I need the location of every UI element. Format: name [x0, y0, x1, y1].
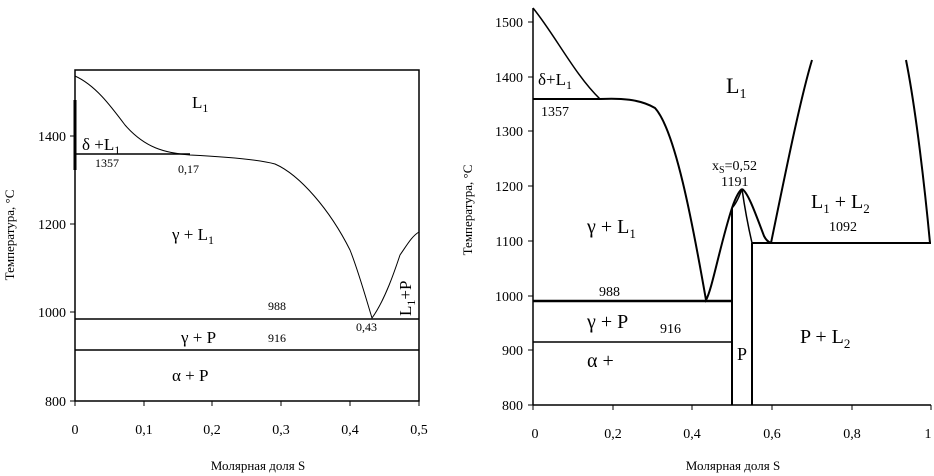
left-y-axis-title: Температура, °С	[2, 190, 17, 281]
left-annotation-988: 988	[268, 299, 286, 313]
left-annotation-1357: 1357	[95, 156, 119, 170]
right-y-tick-label: 900	[502, 344, 523, 359]
right-region-gamma-l1: γ + L1	[586, 216, 636, 241]
left-plot-frame	[74, 69, 420, 402]
left-x-tick-label: 0,3	[272, 423, 290, 438]
right-y-tick-label: 1300	[495, 125, 523, 140]
right-region-delta-l1: δ+L1	[538, 70, 572, 92]
right-annotation-1092: 1092	[829, 220, 857, 235]
left-x-tick-label: 0,4	[341, 423, 359, 438]
right-x-ticks: 0 0,2 0,4 0,6 0,8 1	[532, 405, 932, 442]
left-x-tick-label: 0,5	[410, 423, 428, 438]
right-p-top-right	[741, 188, 753, 244]
left-x-ticks: 0 0,1 0,2 0,3 0,4 0,5	[72, 401, 428, 438]
right-liquidus-dome	[741, 188, 772, 244]
right-y-tick-label: 1100	[496, 235, 523, 250]
right-annotation-1191: 1191	[721, 175, 748, 190]
right-region-p-l2: P + L2	[800, 326, 850, 351]
left-x-tick-label: 0,1	[135, 423, 153, 438]
left-annotation-017: 0,17	[178, 162, 199, 176]
left-y-tick-label: 1000	[38, 306, 66, 321]
left-phase-diagram: 800 1000 1200 1400 0 0,1 0,2 0,3 0,4 0,5…	[2, 69, 428, 473]
right-miscibility-right	[905, 59, 931, 244]
right-miscibility-left	[770, 59, 813, 244]
right-x-tick-label: 0,4	[683, 427, 701, 442]
right-annotation-916: 916	[660, 322, 681, 337]
left-y-tick-label: 1400	[38, 130, 66, 145]
right-region-gamma-p: γ + P	[586, 311, 628, 333]
left-region-gamma-l1: γ + L1	[171, 225, 214, 247]
right-x-tick-label: 0,2	[604, 427, 622, 442]
right-annotation-1357: 1357	[541, 105, 569, 120]
right-x-tick-label: 0,8	[843, 427, 861, 442]
right-region-l1: L1	[726, 73, 746, 102]
left-region-l1-p: L1+P	[396, 281, 418, 316]
right-y-tick-label: 1500	[495, 16, 523, 31]
right-liquidus-left	[599, 97, 743, 303]
right-x-axis-title: Молярная доля S	[686, 458, 780, 473]
left-annotation-043: 0,43	[356, 320, 377, 334]
right-annotation-xs: xS=0,52	[712, 159, 757, 176]
right-y-tick-label: 1000	[495, 290, 523, 305]
left-x-tick-label: 0	[72, 423, 79, 438]
left-region-delta-l1: δ +L1	[82, 135, 120, 157]
right-y-tick-label: 800	[502, 399, 523, 414]
right-annotation-988: 988	[599, 285, 620, 300]
left-region-gamma-p: γ + P	[180, 328, 216, 347]
right-y-ticks: 800 900 1000 1100 1200 1300 1400 1500	[495, 16, 533, 414]
right-y-axis-title: Температура, °С	[460, 165, 475, 256]
left-y-tick-label: 800	[45, 395, 66, 410]
left-annotation-916: 916	[268, 331, 286, 345]
left-region-l1: L1	[192, 93, 208, 115]
right-region-l1-l2: L1 + L2	[811, 191, 870, 216]
left-y-tick-label: 1200	[38, 218, 66, 233]
left-x-tick-label: 0,2	[203, 423, 221, 438]
right-x-tick-label: 1	[925, 427, 932, 442]
right-x-tick-label: 0,6	[763, 427, 781, 442]
left-x-axis-title: Молярная доля S	[211, 458, 305, 473]
left-region-alpha-p: α + P	[172, 366, 208, 385]
right-region-alpha: α +	[587, 350, 614, 372]
right-x-tick-label: 0	[532, 427, 539, 442]
right-delta-liquidus	[532, 7, 601, 100]
right-y-tick-label: 1200	[495, 180, 523, 195]
right-phase-diagram: 800 900 1000 1100 1200 1300 1400 1500 0 …	[460, 7, 932, 473]
right-region-p: P	[737, 344, 747, 364]
left-liquidus-curve	[74, 75, 420, 320]
right-p-top-left	[731, 188, 743, 209]
left-y-ticks: 800 1000 1200 1400	[38, 130, 75, 410]
right-y-tick-label: 1400	[495, 71, 523, 86]
